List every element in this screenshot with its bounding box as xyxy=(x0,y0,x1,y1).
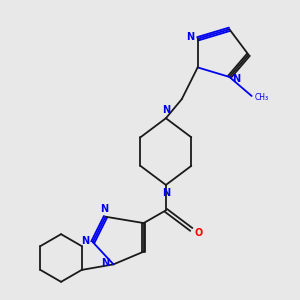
Text: N: N xyxy=(101,258,110,268)
Text: N: N xyxy=(186,32,194,42)
Text: N: N xyxy=(162,105,170,115)
Text: N: N xyxy=(232,74,241,83)
Text: N: N xyxy=(100,203,108,214)
Text: O: O xyxy=(194,228,203,238)
Text: CH₃: CH₃ xyxy=(255,93,269,102)
Text: N: N xyxy=(162,188,170,198)
Text: N: N xyxy=(82,236,90,245)
